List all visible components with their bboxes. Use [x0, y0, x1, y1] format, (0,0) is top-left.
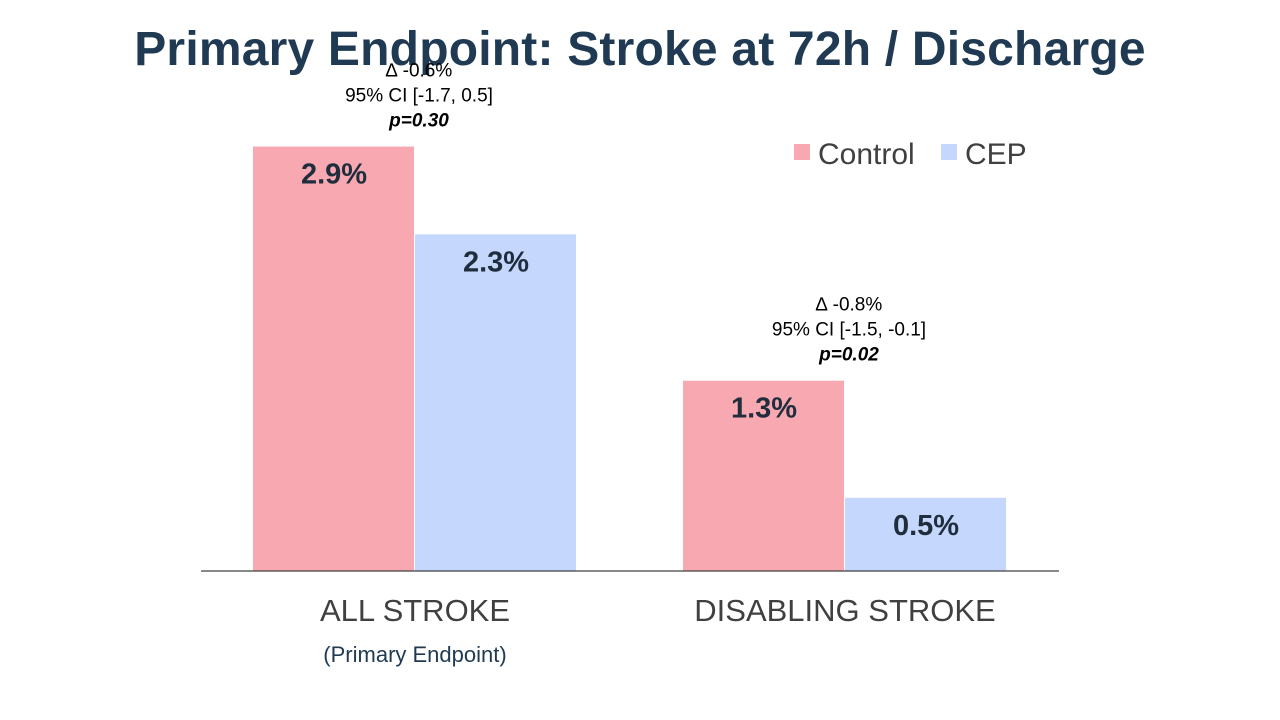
- annotation-ci-2: 95% CI [-1.5, -0.1]: [772, 320, 926, 341]
- data-label-cep-1: 2.3%: [463, 246, 529, 278]
- category-label-2: DISABLING STROKE: [694, 593, 995, 628]
- annotation-p-value-2: p=0.02: [818, 345, 879, 366]
- legend-label-cep: CEP: [965, 138, 1027, 171]
- category-label-1: ALL STROKE: [320, 593, 510, 628]
- annotation-delta-2: ∆ -0.8%: [816, 295, 883, 316]
- legend: Control CEP: [794, 138, 1027, 171]
- legend-swatch-cep: [941, 144, 957, 160]
- data-label-control-2: 1.3%: [731, 393, 797, 425]
- annotation-ci-1: 95% CI [-1.7, 0.5]: [345, 86, 493, 107]
- annotation-delta-1: ∆ -0.6%: [386, 61, 453, 82]
- bar-control-2: [683, 380, 844, 571]
- data-label-cep-2: 0.5%: [893, 510, 959, 542]
- bar-cep-1: [415, 234, 576, 571]
- bar-cep-2: [845, 497, 1006, 571]
- bar-control-1: [253, 146, 414, 571]
- legend-swatch-control: [794, 144, 810, 160]
- labels-layer: 2.9% 2.3% ALL STROKE (Primary Endpoint) ∆ -0…: [301, 61, 996, 667]
- category-sublabel-1: (Primary Endpoint): [323, 642, 506, 667]
- page-title: Primary Endpoint: Stroke at 72h / Discha…: [134, 23, 1146, 76]
- data-label-control-1: 2.9%: [301, 159, 367, 191]
- bars-layer: [253, 146, 1006, 571]
- annotation-p-value-1: p=0.30: [388, 111, 449, 132]
- legend-label-control: Control: [818, 138, 915, 171]
